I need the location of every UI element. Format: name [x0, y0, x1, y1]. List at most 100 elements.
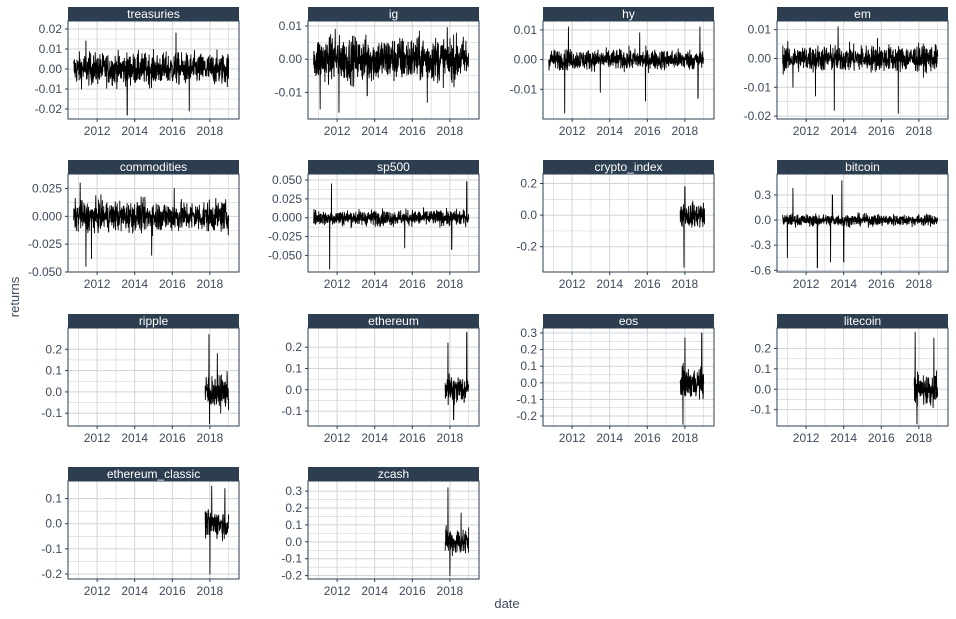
y-tick-label: -0.01 [35, 82, 63, 96]
strip-em [777, 7, 948, 21]
y-tick-label: 0.0 [754, 213, 771, 227]
x-tick-label: 2012 [559, 431, 586, 445]
y-tick-label: 0.1 [754, 362, 771, 376]
x-tick-label: 2012 [793, 277, 820, 291]
y-tick-label: 0.2 [45, 342, 62, 356]
y-tick-label: -0.1 [41, 406, 62, 420]
panel-border-commodities [67, 173, 240, 273]
panel-border-treasuries [67, 20, 240, 120]
y-tick-label: -0.2 [516, 240, 537, 254]
y-tick-label: 0.2 [520, 343, 537, 357]
y-tick-label: 0.01 [279, 19, 303, 33]
x-tick-label: 2014 [361, 277, 388, 291]
x-tick-label: 2012 [559, 124, 586, 138]
x-tick-label: 2014 [596, 124, 623, 138]
y-tick-label: 0.00 [514, 53, 538, 67]
series-line-ethereum [444, 331, 470, 421]
panel-ripple: ripple -0.1 0.0 0.1 0.2 2012 2014 2016 2018 [41, 314, 240, 445]
x-tick-label: 2014 [121, 277, 148, 291]
y-tick-label: 0.000 [32, 209, 62, 223]
y-tick-label: 0.2 [285, 501, 302, 515]
gridlines-bitcoin [777, 174, 948, 272]
y-tick-label: -0.02 [35, 102, 63, 116]
y-tick-label: 0.3 [285, 484, 302, 498]
x-tick-label: 2014 [361, 431, 388, 445]
panel-border-bitcoin [776, 173, 949, 273]
x-tick-label: 2018 [672, 124, 699, 138]
y-tick-label: 0.0 [45, 385, 62, 399]
x-tick-label: 2012 [84, 124, 111, 138]
panel-eos: eos -0.2 -0.1 0.0 0.1 0.2 0.3 2012 2014 2016 2018 [516, 314, 715, 445]
x-tick-label: 2012 [324, 277, 351, 291]
x-tick-label: 2018 [197, 124, 224, 138]
x-tick-label: 2016 [634, 431, 661, 445]
strip-label-eos: eos [619, 314, 638, 328]
x-tick-label: 2018 [437, 584, 464, 598]
y-tick-label: 0.0 [520, 208, 537, 222]
panel-em: em -0.02 -0.01 0.00 0.01 2012 2014 2016 2018 [744, 7, 949, 138]
facet-panels: treasuries -0.02 -0.01 0.00 0.01 0.02 2012 2014… [28, 7, 949, 598]
panel-border-zcash [307, 480, 480, 580]
y-tick-label: 0.050 [272, 173, 302, 187]
y-tick-label: 0.01 [514, 23, 538, 37]
strip-ig [308, 7, 479, 21]
y-tick-label: 0.01 [39, 42, 63, 56]
y-tick-label: -0.2 [41, 567, 62, 581]
series-line-ethereum-classic [204, 485, 230, 575]
series-line-em [782, 26, 939, 114]
strip-label-ethereum-classic: ethereum_classic [107, 467, 200, 481]
y-tick-label: 0.3 [520, 326, 537, 340]
y-tick-label: -0.01 [744, 80, 772, 94]
x-tick-label: 2014 [361, 124, 388, 138]
y-tick-label: 0.2 [754, 341, 771, 355]
gridlines-litecoin [777, 328, 948, 426]
gridlines-zcash [308, 481, 479, 579]
panel-treasuries: treasuries -0.02 -0.01 0.00 0.01 0.02 2012 2014… [35, 7, 240, 138]
y-tick-label: 0.00 [279, 52, 303, 66]
series-line-commodities [73, 182, 230, 267]
x-tick-label: 2018 [197, 277, 224, 291]
y-tick-label: 0.3 [754, 188, 771, 202]
y-tick-label: -0.025 [268, 230, 302, 244]
y-tick-label: 0.2 [285, 340, 302, 354]
gridlines-ripple [68, 328, 239, 426]
series-line-sp500 [313, 181, 470, 270]
x-tick-label: 2018 [906, 124, 933, 138]
strip-commodities [68, 160, 239, 174]
series-line-bitcoin [782, 180, 939, 269]
panel-bitcoin: bitcoin -0.6 -0.3 0.0 0.3 2012 2014 2016 2018 [750, 160, 949, 291]
x-tick-label: 2012 [324, 431, 351, 445]
y-tick-label: -0.2 [516, 409, 537, 423]
y-tick-label: 0.0 [285, 535, 302, 549]
x-tick-label: 2014 [830, 277, 857, 291]
x-tick-label: 2012 [324, 124, 351, 138]
y-tick-label: -0.050 [28, 265, 62, 279]
series-line-zcash [444, 487, 470, 577]
x-axis-title: date [494, 596, 519, 611]
strip-litecoin [777, 314, 948, 328]
strip-ethereum [308, 314, 479, 328]
panel-ethereum: ethereum -0.1 0.0 0.1 0.2 2012 2014 2016 2018 [281, 314, 480, 445]
gridlines-ethereum [308, 328, 479, 426]
series-line-litecoin [913, 331, 939, 425]
strip-eos [543, 314, 714, 328]
panel-ethereum-classic: ethereum_classic -0.2 -0.1 0.0 0.1 2012 2014 20… [41, 467, 240, 598]
panel-border-ethereum-classic [67, 480, 240, 580]
y-tick-label: 0.0 [520, 376, 537, 390]
series-line-ripple [204, 333, 230, 425]
strip-label-hy: hy [622, 7, 635, 21]
y-tick-label: 0.025 [272, 192, 302, 206]
x-tick-label: 2018 [197, 584, 224, 598]
strip-hy [543, 7, 714, 21]
strip-crypto-index [543, 160, 714, 174]
x-tick-label: 2012 [324, 584, 351, 598]
gridlines-sp500 [308, 174, 479, 272]
x-tick-label: 2016 [868, 431, 895, 445]
x-tick-label: 2016 [634, 277, 661, 291]
panel-border-em [776, 20, 949, 120]
strip-label-zcash: zcash [378, 467, 409, 481]
x-tick-label: 2018 [437, 124, 464, 138]
panel-border-litecoin [776, 327, 949, 427]
series-line-ig [313, 27, 470, 113]
